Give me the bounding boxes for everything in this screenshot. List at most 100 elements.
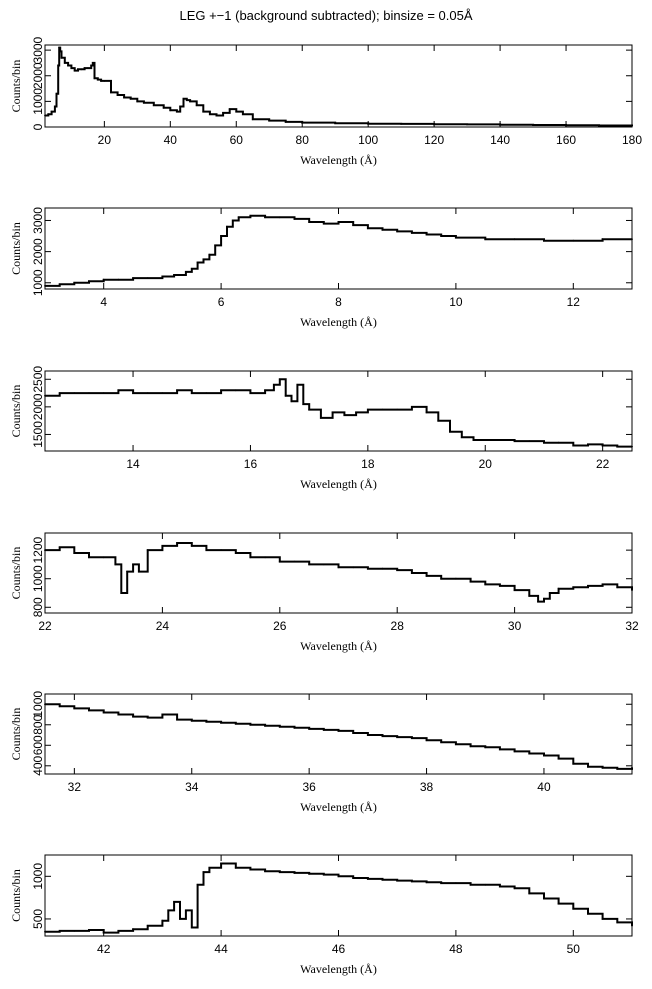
- x-axis-title: Wavelength (Å): [300, 800, 377, 814]
- data-point: [572, 239, 575, 242]
- x-axis-title: Wavelength (Å): [300, 962, 377, 976]
- spectrum-line: [45, 703, 633, 770]
- data-point: [146, 924, 149, 927]
- data-point: [234, 722, 237, 725]
- data-point: [173, 901, 176, 903]
- data-point: [352, 877, 355, 879]
- data-point: [88, 392, 90, 394]
- data-point: [44, 930, 46, 933]
- data-point: [548, 592, 551, 594]
- data-point: [284, 394, 287, 397]
- data-point: [222, 112, 225, 114]
- data-point: [543, 239, 545, 242]
- data-point: [132, 563, 135, 566]
- data-point: [367, 227, 369, 230]
- data-point: [110, 91, 112, 94]
- data-point: [190, 392, 193, 394]
- data-point: [143, 101, 145, 104]
- x-tick-label: 120: [424, 133, 444, 147]
- data-point: [205, 720, 208, 723]
- data-point: [242, 113, 244, 116]
- y-tick-label: 3000: [31, 207, 45, 234]
- data-point: [44, 114, 46, 117]
- data-point: [146, 277, 149, 279]
- data-point: [234, 552, 237, 554]
- data-point: [58, 705, 61, 708]
- data-point: [367, 567, 369, 570]
- data-point: [587, 585, 589, 587]
- data-point: [396, 230, 399, 233]
- data-point: [425, 575, 428, 577]
- data-point: [557, 441, 560, 444]
- data-point: [381, 735, 384, 737]
- data-point: [484, 583, 487, 586]
- x-tick-label: 28: [391, 619, 405, 633]
- data-point: [352, 566, 355, 569]
- data-point: [161, 392, 164, 394]
- data-point: [455, 743, 457, 746]
- data-point: [235, 110, 238, 113]
- x-tick-label: 180: [622, 133, 642, 147]
- y-tick-label: 800: [31, 597, 45, 617]
- plot-frame: [44, 207, 633, 290]
- data-point: [167, 909, 170, 912]
- data-point: [152, 104, 155, 107]
- data-point: [572, 586, 575, 589]
- data-point: [411, 232, 413, 234]
- data-point: [179, 918, 181, 920]
- data-point: [557, 587, 560, 590]
- x-axis-title: Wavelength (Å): [300, 153, 377, 167]
- y-tick-label: 500: [31, 909, 45, 929]
- data-point: [54, 105, 56, 108]
- y-tick-label: 800: [31, 714, 45, 734]
- data-point: [543, 597, 545, 600]
- data-point: [352, 224, 355, 227]
- data-point: [293, 560, 296, 563]
- data-point: [162, 106, 165, 109]
- data-point: [117, 389, 120, 392]
- y-tick-label: 1500: [31, 421, 45, 448]
- y-tick-label: 2000: [31, 62, 45, 89]
- data-point: [513, 750, 516, 753]
- data-point: [425, 411, 428, 414]
- data-point: [205, 549, 208, 551]
- data-point: [88, 709, 90, 712]
- data-point: [249, 392, 252, 394]
- data-point: [499, 585, 501, 587]
- data-point: [129, 97, 132, 100]
- data-point: [278, 560, 281, 563]
- data-point: [400, 123, 403, 125]
- data-point: [226, 225, 228, 228]
- data-point: [337, 730, 340, 732]
- data-point: [631, 445, 633, 448]
- data-point: [63, 62, 66, 64]
- data-point: [543, 441, 545, 444]
- data-point: [209, 113, 211, 116]
- data-point: [396, 736, 399, 738]
- data-point: [73, 707, 76, 710]
- data-point: [320, 417, 322, 419]
- data-point: [202, 110, 205, 113]
- x-tick-label: 26: [273, 619, 287, 633]
- data-point: [396, 408, 399, 411]
- x-tick-label: 22: [596, 457, 610, 471]
- data-point: [80, 68, 83, 71]
- y-tick-label: 2500: [31, 366, 45, 393]
- data-point: [308, 872, 311, 875]
- data-point: [93, 77, 96, 80]
- data-point: [455, 236, 457, 239]
- data-point: [337, 875, 340, 878]
- data-point: [537, 600, 539, 603]
- x-tick-label: 22: [38, 619, 52, 633]
- data-point: [557, 757, 560, 760]
- data-point: [532, 124, 534, 126]
- data-point: [433, 123, 435, 126]
- data-point: [278, 216, 281, 219]
- y-tick-label: 1000: [31, 691, 45, 718]
- data-point: [77, 68, 79, 71]
- data-point: [123, 96, 125, 99]
- data-point: [631, 125, 633, 127]
- data-point: [173, 274, 176, 276]
- data-point: [264, 216, 266, 219]
